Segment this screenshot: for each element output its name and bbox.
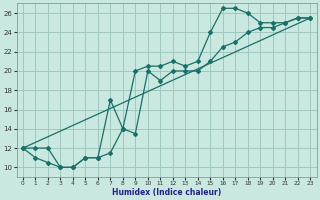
X-axis label: Humidex (Indice chaleur): Humidex (Indice chaleur) <box>112 188 221 197</box>
